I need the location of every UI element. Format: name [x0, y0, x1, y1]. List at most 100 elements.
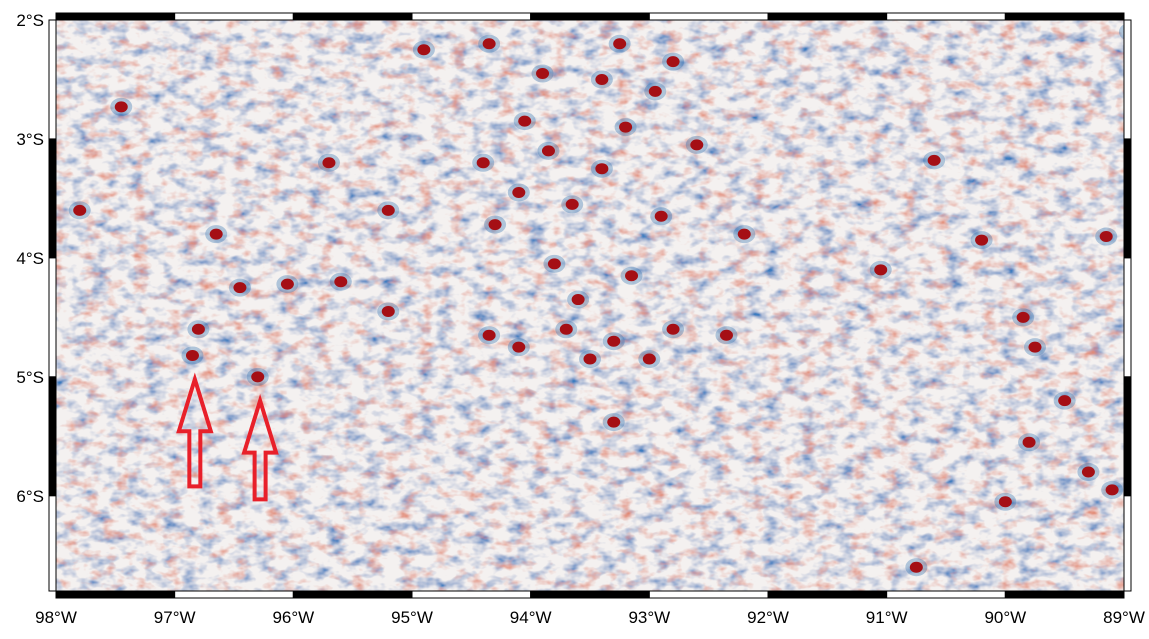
- frame-left-segment: [48, 19, 57, 140]
- frame-bottom-segment: [55, 590, 176, 599]
- seamount-peak: [595, 73, 609, 85]
- frame-left-segment: [48, 495, 57, 592]
- seamount-peak: [1105, 484, 1119, 496]
- seamount-peak: [512, 186, 526, 198]
- frame-top-segment: [1004, 12, 1125, 21]
- seamount-peak: [280, 278, 294, 290]
- arrow-annotation-1: [176, 372, 214, 489]
- seamount-peak: [737, 228, 751, 240]
- map-field: [56, 20, 1124, 591]
- seamount-peak: [619, 121, 633, 133]
- frame-top-segment: [530, 12, 650, 21]
- seamount-peak: [1022, 436, 1036, 448]
- frame-right-segment: [1123, 376, 1132, 497]
- seamount-peak: [1058, 395, 1072, 407]
- frame-right-segment: [1123, 495, 1132, 592]
- seamount-peak: [719, 329, 733, 341]
- seamount-peak: [583, 353, 597, 365]
- seamount-peak: [1016, 311, 1030, 323]
- anomaly-field: [56, 20, 1124, 591]
- x-tick-label: 92°W: [747, 608, 789, 627]
- frame-left-segment: [48, 138, 57, 259]
- frame-bottom-segment: [411, 590, 532, 599]
- y-tick-label: 4°S: [16, 249, 44, 268]
- seamount-peak: [975, 234, 989, 246]
- frame-right-segment: [1123, 138, 1132, 259]
- seamount-peak: [648, 85, 662, 97]
- seamount-peak: [536, 68, 550, 80]
- seamount-peak: [565, 198, 579, 210]
- frame-bottom-segment: [530, 590, 650, 599]
- x-tick-label: 91°W: [866, 608, 908, 627]
- seamount-peak: [251, 371, 265, 383]
- seamount-peak: [381, 204, 395, 216]
- seamount-peak: [547, 258, 561, 270]
- seamount-peak: [518, 115, 532, 127]
- frame-top-segment: [886, 12, 1006, 21]
- seamount-peak: [512, 341, 526, 353]
- frame-right-segment: [1123, 19, 1132, 140]
- tick-labels: 98°W 97°W 96°W 95°W 94°W 93°W 92°W 91°W 90°W 89°W…: [16, 11, 1144, 627]
- seamount-peak: [1028, 341, 1042, 353]
- frame-top-segment: [174, 12, 294, 21]
- x-tick-label: 90°W: [984, 608, 1026, 627]
- x-tick-label: 96°W: [272, 608, 314, 627]
- seamount-peak: [233, 282, 247, 294]
- seamount-peak: [625, 270, 639, 282]
- seamount-peak: [209, 228, 223, 240]
- frame-top-segment: [767, 12, 888, 21]
- seamount-peak: [482, 38, 496, 50]
- y-tick-label: 3°S: [16, 130, 44, 149]
- seamount-peak: [1099, 231, 1113, 243]
- seamount-peak: [998, 496, 1012, 508]
- y-tick-label: 6°S: [16, 487, 44, 506]
- x-tick-label: 89°W: [1103, 608, 1145, 627]
- seamount-peak: [559, 323, 573, 335]
- seamount-peak: [690, 139, 704, 151]
- seamount-halo: [1118, 24, 1124, 40]
- seamount-peak: [666, 56, 680, 68]
- x-tick-label: 97°W: [154, 608, 196, 627]
- seamount-peak: [874, 264, 888, 276]
- x-tick-label: 95°W: [391, 608, 433, 627]
- x-tick-label: 93°W: [628, 608, 670, 627]
- seamount-peak: [654, 210, 668, 222]
- seamount-peak: [666, 323, 680, 335]
- seamount-peak: [381, 305, 395, 317]
- frame-bottom-segment: [292, 590, 413, 599]
- seamount-peak: [642, 353, 656, 365]
- seamount-peak: [334, 276, 348, 288]
- frame-bottom-segment: [648, 590, 769, 599]
- seamount-peak: [613, 38, 627, 50]
- frame-bottom-segment: [1004, 590, 1125, 599]
- frame-bottom-segment: [886, 590, 1006, 599]
- x-tick-label: 98°W: [35, 608, 77, 627]
- frame-bottom-segment: [174, 590, 294, 599]
- y-tick-label: 2°S: [16, 11, 44, 30]
- seamount-peak: [607, 416, 621, 428]
- seamount-peak: [571, 294, 585, 306]
- frame-top-segment: [411, 12, 532, 21]
- seamount-peak: [607, 335, 621, 347]
- seamount-peak: [1081, 466, 1095, 478]
- seamount-peak: [417, 44, 431, 56]
- x-tick-label: 94°W: [510, 608, 552, 627]
- seamount-peak: [541, 145, 555, 157]
- arrow-annotation-2: [241, 393, 279, 502]
- frame-left-segment: [48, 376, 57, 497]
- seamount-peak: [185, 349, 199, 361]
- seamount-peak: [476, 157, 490, 169]
- seamount-peak: [191, 323, 205, 335]
- seamount-peak: [322, 157, 336, 169]
- frame-top-segment: [648, 12, 769, 21]
- map-frame: [48, 12, 1132, 599]
- seamount-layer: [68, 24, 1124, 577]
- annotation-layer: [176, 372, 279, 502]
- frame-bottom-segment: [767, 590, 888, 599]
- frame-right-segment: [1123, 257, 1132, 378]
- seamount-peak: [114, 101, 128, 113]
- frame-top-segment: [292, 12, 413, 21]
- seamount-peak: [482, 329, 496, 341]
- seamount-peak: [595, 163, 609, 175]
